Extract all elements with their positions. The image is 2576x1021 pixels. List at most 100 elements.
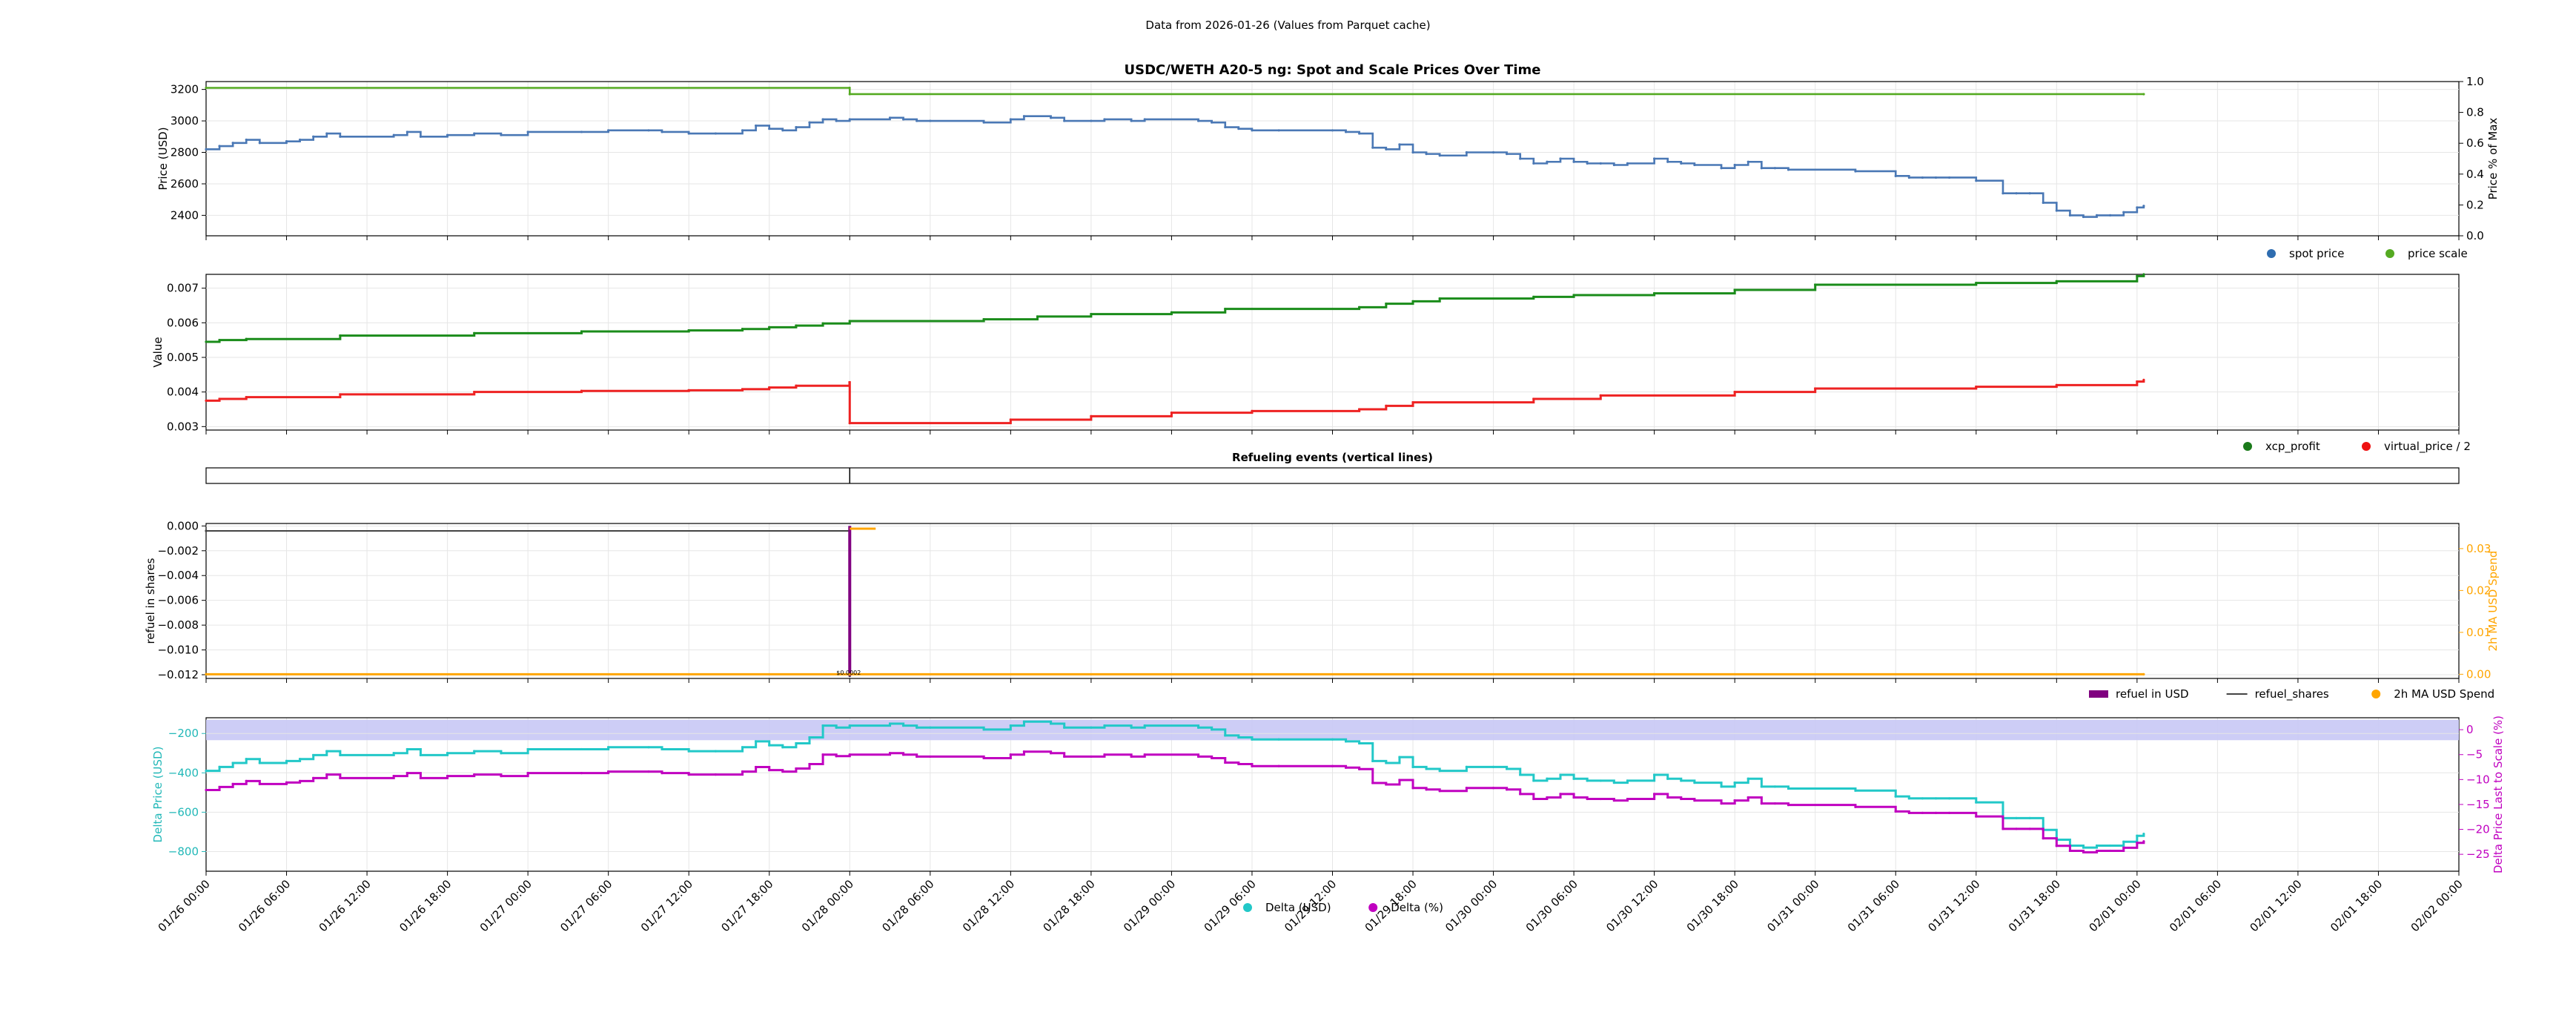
p5-series-pct-point-24 <box>755 765 758 769</box>
p5-series-pct-point-37 <box>1009 753 1012 756</box>
p4-y2-tick-0: 0.00 <box>2466 667 2491 681</box>
p2-series-1-point-26 <box>2142 378 2145 381</box>
p1-series-0-point-89 <box>2001 192 2004 195</box>
p2-series-1-point-1 <box>218 397 221 400</box>
p2-series-1-point-9 <box>795 384 798 387</box>
p1-series-0-point-28 <box>808 121 811 124</box>
p4-y2label: 2h MA USD Spend <box>2486 551 2500 652</box>
x-tick-label-3: 01/26 18:00 <box>397 877 454 934</box>
p1-series-0-point-100 <box>2142 205 2145 208</box>
p5-series-pct-point-17 <box>580 772 583 775</box>
p5-series-usd-point-4 <box>258 761 261 764</box>
p5-series-usd-point-66 <box>1559 773 1562 776</box>
p5-y2-tick-3: −15 <box>2466 798 2490 811</box>
p5-series-pct-point-51 <box>1331 764 1334 767</box>
p5-series-usd-point-42 <box>1103 724 1106 727</box>
p5-series-usd-point-0 <box>205 770 208 773</box>
p1-series-0-point-75 <box>1693 163 1696 167</box>
p1-series-0-point-38 <box>1022 115 1026 118</box>
p5-series-usd-point-16 <box>526 747 529 751</box>
x-tick-label-26: 02/01 12:00 <box>2248 877 2305 934</box>
p4-legend-label-2: 2h MA USD Spend <box>2394 687 2494 701</box>
p1-series-0-point-34 <box>915 119 918 122</box>
p5-series-usd-point-77 <box>1733 781 1736 784</box>
p1-y-tick-3: 3000 <box>170 114 199 128</box>
p1-series-0-point-10 <box>392 133 395 136</box>
p2-series-0-point-29 <box>2142 273 2145 276</box>
p5-series-usd-point-67 <box>1572 777 1575 780</box>
p1-series-0-point-49 <box>1251 129 1254 132</box>
p1-series-0-point-73 <box>1666 160 1669 163</box>
p5-series-pct-point-67 <box>1572 796 1575 799</box>
p1-series-0-point-3 <box>245 138 248 142</box>
p4-y-tick-5: −0.010 <box>157 644 199 657</box>
p2-series-0-point-26 <box>1975 282 1978 285</box>
panel-4: 0.000 −0.002 −0.004 −0.006 −0.008 −0.010 −0.01… <box>144 519 2500 701</box>
p1-series-0-point-95 <box>2082 215 2085 219</box>
p5-series-usd-point-79 <box>1760 785 1763 788</box>
p5-series-usd-point-68 <box>1586 779 1589 782</box>
p1-series-0-point-58 <box>1425 153 1428 156</box>
p2-series-1 <box>206 380 2145 425</box>
p5-series-usd-point-91 <box>2028 816 2031 819</box>
p1-series-0-point-44 <box>1143 118 1146 121</box>
p5-series-pct-point-72 <box>1653 793 1656 796</box>
p1-series-0-point-41 <box>1090 119 1093 122</box>
p2-series-1-point-24 <box>2055 383 2058 386</box>
x-tick-label-0: 01/26 00:00 <box>156 877 213 934</box>
p1-series-1-point-2 <box>848 93 851 96</box>
p2-legend-swatch-0 <box>2243 442 2252 451</box>
p5-series-pct-point-57 <box>1411 787 1414 790</box>
p2-series-1-point-16 <box>1358 408 1361 411</box>
p2-series-1-point-21 <box>1733 391 1736 394</box>
p5-series-usd-point-74 <box>1680 779 1683 782</box>
p5-series-usd-point-84 <box>1907 797 1910 800</box>
p5-series-usd-point-95 <box>2082 846 2085 849</box>
p5-series-pct-point-53 <box>1358 767 1361 770</box>
p1-series-0-point-77 <box>1733 163 1736 167</box>
p5-series-pct-point-8 <box>325 773 328 776</box>
p2-series-0-point-6 <box>687 329 690 332</box>
p5-series-pct-point-80 <box>1773 802 1777 805</box>
x-tick-label-16: 01/30 00:00 <box>1443 877 1500 934</box>
p2-series-0-point-9 <box>795 324 798 327</box>
p5-series-usd-point-54 <box>1371 759 1374 762</box>
p5-series-usd-point-62 <box>1506 767 1509 770</box>
p1-series-0-point-20 <box>660 130 663 133</box>
p5-series-pct-point-30 <box>835 755 838 758</box>
p1-series-0-point-65 <box>1546 160 1549 163</box>
p2-series-1-point-6 <box>687 389 690 391</box>
p1-series-0-point-7 <box>312 135 315 138</box>
p1-series-0-point-25 <box>768 128 771 130</box>
p5-series-usd-point-7 <box>312 753 315 757</box>
p5-series-usd-point-31 <box>848 724 851 727</box>
p2-series-1-point-15 <box>1251 409 1254 412</box>
p4-legend-swatch-2 <box>2371 690 2381 698</box>
p5-series-pct-point-96 <box>2095 849 2099 853</box>
p5-series-usd-point-28 <box>808 736 811 739</box>
p2-series-1-point-13 <box>1090 414 1093 417</box>
p2-series-0-point-7 <box>741 328 744 331</box>
p2-series-1-point-10 <box>848 381 851 384</box>
p1-series-0-point-63 <box>1519 157 1522 160</box>
p2-series-0-point-3 <box>339 334 342 337</box>
p5-y2-tick-2: −10 <box>2466 773 2490 786</box>
p1-series-0-point-39 <box>1050 116 1053 119</box>
p5-series-pct-point-61 <box>1491 787 1495 790</box>
p5-series-pct-point-36 <box>982 756 985 760</box>
p1-series-0-point-47 <box>1224 125 1227 129</box>
p1-series-0-point-0 <box>205 148 208 151</box>
p5-series-usd-point-51 <box>1331 738 1334 741</box>
p2-series-0-point-1 <box>218 339 221 342</box>
p5-series-usd-point-70 <box>1612 781 1615 784</box>
p1-series-0-point-88 <box>1975 179 1978 182</box>
p5-series-pct-point-2 <box>231 782 234 785</box>
p1-series-0-point-61 <box>1491 151 1495 154</box>
x-tick-label-20: 01/31 00:00 <box>1764 877 1821 934</box>
p1-legend-label-1: price scale <box>2408 247 2468 260</box>
p2-legend-label-1: virtual_price / 2 <box>2384 440 2471 454</box>
p5-series-usd-point-33 <box>902 724 905 727</box>
p1-y2label: Price % of Max <box>2486 118 2500 200</box>
x-tick-label-2: 01/26 12:00 <box>317 877 374 934</box>
p2-series-1-point-18 <box>1411 401 1414 404</box>
